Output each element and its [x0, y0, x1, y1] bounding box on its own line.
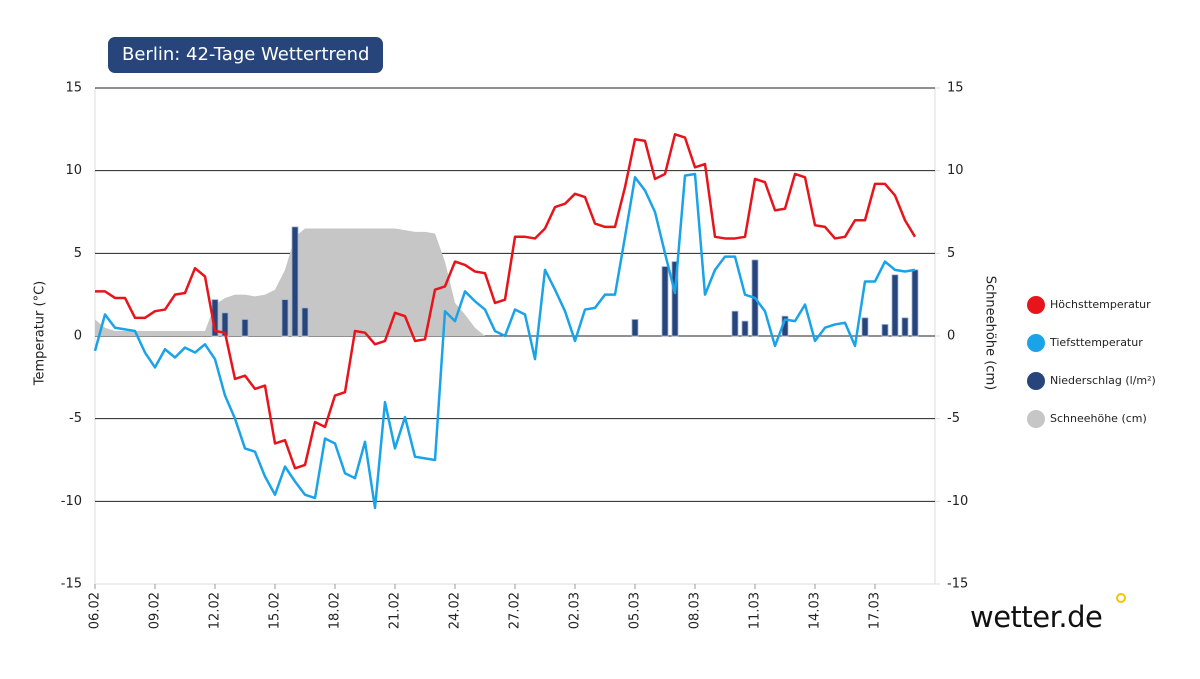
precip-bar [731, 310, 739, 337]
legend-label: Tiefsttemperatur [1049, 336, 1143, 349]
y2-tick-label: 10 [947, 163, 964, 178]
y2-tick-label: 0 [947, 329, 955, 344]
x-tick-label: 11.03 [748, 592, 763, 629]
x-tick-label: 24.02 [448, 592, 463, 629]
y-tick-label: 15 [65, 81, 82, 96]
precip-bar [301, 307, 309, 337]
legend-swatch [1027, 296, 1045, 314]
y2-tick-label: -10 [947, 494, 968, 509]
x-tick-label: 14.03 [808, 592, 823, 629]
chart-title: Berlin: 42-Tage Wettertrend [108, 37, 384, 73]
legend-label: Schneehöhe (cm) [1050, 412, 1147, 425]
precip-bar [741, 320, 749, 337]
y-tick-label: -5 [69, 411, 82, 426]
precip-bar [241, 319, 249, 337]
x-tick-label: 21.02 [388, 592, 403, 629]
x-tick-label: 17.03 [868, 592, 883, 629]
x-tick-label: 27.02 [508, 592, 523, 629]
logo: wetter.de [970, 600, 1103, 634]
precip-bar [891, 274, 899, 337]
x-tick-label: 05.03 [628, 592, 643, 629]
y-tick-label: 5 [74, 246, 82, 261]
precip-bar [631, 319, 639, 337]
x-tick-label: 15.02 [268, 592, 283, 629]
precip-bar [911, 269, 919, 337]
precip-bar [671, 261, 679, 337]
y-tick-label: 0 [74, 329, 82, 344]
legend-swatch [1027, 334, 1045, 352]
temp-line [95, 133, 917, 470]
y-tick-label: -15 [61, 577, 82, 592]
precip-bar [901, 317, 909, 337]
y-tick-label: -10 [61, 494, 82, 509]
x-tick-label: 08.03 [688, 592, 703, 629]
x-tick-label: 06.02 [88, 592, 103, 629]
precip-bar [281, 299, 289, 337]
y2-tick-label: -5 [947, 411, 960, 426]
precip-bar [291, 226, 299, 337]
x-tick-label: 12.02 [208, 592, 223, 629]
temp-line [93, 172, 916, 510]
precip-bar [881, 324, 889, 337]
y2-axis-label: Schneehöhe (cm) [983, 276, 998, 390]
y2-tick-label: -15 [947, 577, 968, 592]
legend-label: Höchsttemperatur [1050, 298, 1151, 311]
y2-tick-label: 15 [947, 81, 964, 96]
precip-bar [861, 317, 869, 337]
x-tick-label: 18.02 [328, 592, 343, 629]
legend-swatch [1027, 410, 1045, 428]
y-tick-label: 10 [65, 163, 82, 178]
x-tick-label: 02.03 [568, 592, 583, 629]
precip-bar [661, 266, 669, 337]
y2-tick-label: 5 [947, 246, 955, 261]
y-axis-label: Temperatur (°C) [33, 281, 48, 387]
legend-label: Niederschlag (l/m²) [1050, 374, 1156, 387]
x-tick-label: 09.02 [148, 592, 163, 629]
legend-swatch [1027, 372, 1045, 390]
logo-dot [1116, 593, 1126, 603]
